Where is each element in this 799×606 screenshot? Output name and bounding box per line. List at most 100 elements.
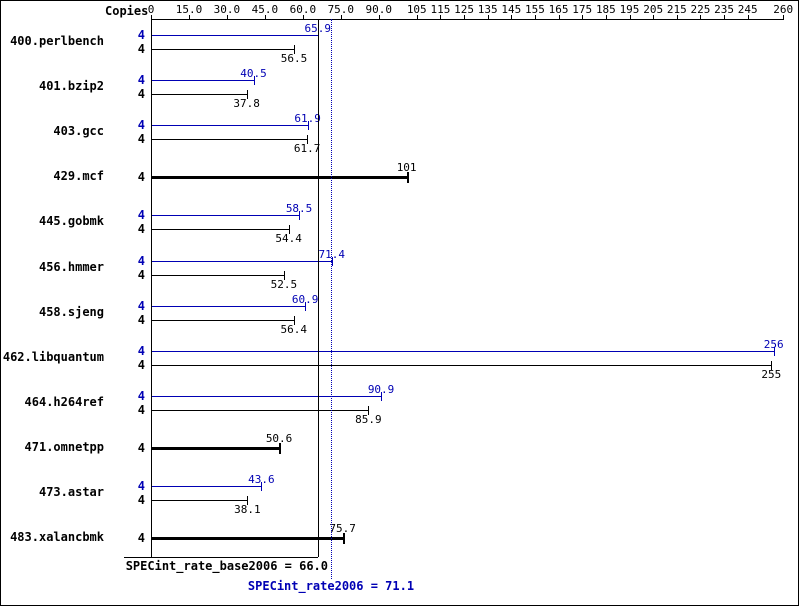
copies-value: 4 (137, 28, 145, 42)
axis-tick-mark (188, 15, 190, 19)
benchmark-label: 464.h264ref (24, 394, 104, 409)
value-label-base: 255 (761, 367, 782, 381)
axis-tick-label: 205 (643, 3, 664, 16)
copies-value: 4 (137, 402, 145, 417)
copies-value: 4 (137, 118, 145, 133)
axis-tick-label: 115 (430, 3, 451, 16)
value-label-base: 38.1 (234, 503, 261, 516)
copies-value: 4 (137, 253, 145, 268)
axis-tick-mark (487, 15, 489, 19)
axis-tick-label: 30.0 (213, 3, 241, 16)
axis-tick-mark (416, 15, 418, 19)
bar-peak (152, 80, 254, 82)
peak-mean-label: SPECint_rate2006 = 71.1 (247, 579, 415, 593)
copies-column-header: Copies (105, 4, 149, 18)
axis-tick-label: 260 (773, 3, 794, 16)
bar-peak (152, 260, 332, 262)
bar-single (152, 537, 343, 541)
bar-peak-endcap (261, 482, 263, 491)
value-label-peak: 40.5 (240, 67, 267, 81)
copies-value: 4 (137, 267, 145, 282)
mean-base-bottom-segment (124, 557, 318, 558)
axis-tick-mark (582, 15, 584, 19)
bar-single-endcap (406, 172, 409, 184)
bar-base (152, 500, 248, 501)
axis-tick-label: 15.0 (175, 3, 203, 16)
benchmark-label: 445.gobmk (38, 214, 104, 229)
value-label-base: 56.5 (280, 52, 308, 65)
axis-tick-label: 145 (501, 3, 522, 16)
axis-tick-mark (653, 15, 655, 19)
bar-base-endcap (288, 225, 290, 235)
axis-tick-label: 195 (619, 3, 640, 16)
axis-tick-label: 60.0 (289, 3, 317, 16)
left-axis-line (151, 19, 152, 558)
bar-peak (152, 395, 382, 397)
axis-tick-mark (783, 15, 785, 19)
bar-peak (152, 35, 318, 36)
bar-base (152, 364, 772, 366)
bar-base (152, 229, 289, 231)
benchmark-label: 471.omnetpp (24, 439, 104, 454)
value-label-base: 37.8 (233, 97, 260, 111)
bar-peak-endcap (253, 76, 255, 86)
bar-base-endcap (246, 90, 248, 100)
bar-peak (152, 305, 306, 307)
bar-base (152, 139, 308, 141)
copies-value: 4 (137, 208, 145, 223)
top-axis-line (151, 19, 784, 20)
bar-peak-endcap (381, 391, 383, 401)
copies-value: 4 (137, 493, 145, 507)
mean-base-line (318, 19, 319, 557)
benchmark-label: 456.hmmer (38, 259, 104, 274)
axis-tick-label: 105 (406, 3, 427, 16)
axis-tick-mark (700, 15, 702, 19)
value-label-peak: 65.9 (305, 22, 332, 35)
bar-peak-endcap (331, 256, 333, 266)
benchmark-label: 483.xalancbmk (10, 530, 104, 545)
axis-tick-label: 75.0 (327, 3, 355, 16)
axis-tick-label: 0 (147, 3, 155, 16)
axis-tick-label: 245 (737, 3, 758, 16)
axis-tick-mark (340, 15, 342, 19)
axis-tick-label: 235 (714, 3, 734, 16)
value-label-peak: 256 (763, 337, 784, 351)
benchmark-label: 400.perlbench (10, 34, 104, 48)
axis-tick-mark (226, 15, 228, 19)
value-label-base: 56.4 (280, 322, 307, 336)
bar-base (152, 49, 294, 50)
benchmark-label: 473.astar (38, 485, 104, 499)
axis-tick-mark (302, 15, 304, 19)
value-label-base: 61.7 (293, 142, 321, 156)
benchmark-label: 462.libquantum (2, 349, 104, 364)
axis-tick-mark (724, 15, 726, 19)
bar-single (152, 176, 407, 180)
copies-value: 4 (137, 531, 145, 546)
bar-base-endcap (247, 496, 249, 505)
copies-value: 4 (137, 388, 145, 403)
benchmark-label: 458.sjeng (38, 304, 104, 319)
benchmark-label: 401.bzip2 (38, 79, 104, 94)
bar-base-endcap (771, 360, 773, 370)
value-label-peak: 43.6 (248, 473, 275, 486)
bar-peak (152, 486, 262, 487)
value-label-single: 50.6 (265, 431, 293, 445)
value-label-single: 75.7 (329, 522, 356, 536)
axis-tick-mark (151, 15, 152, 19)
bar-base (152, 319, 294, 321)
copies-value: 4 (137, 440, 145, 455)
axis-tick-label: 45.0 (251, 3, 279, 16)
copies-value: 4 (137, 132, 145, 147)
bar-peak-endcap (299, 211, 301, 221)
value-label-peak: 60.9 (291, 292, 319, 306)
axis-tick-label: 165 (548, 3, 569, 16)
axis-tick-mark (605, 15, 607, 19)
axis-tick-label: 155 (525, 3, 545, 16)
value-label-single: 101 (396, 161, 417, 175)
copies-value: 4 (137, 170, 145, 185)
bar-single-endcap (279, 442, 282, 454)
value-label-base: 85.9 (355, 412, 382, 426)
axis-tick-mark (378, 15, 380, 19)
bar-peak-endcap (773, 346, 775, 356)
